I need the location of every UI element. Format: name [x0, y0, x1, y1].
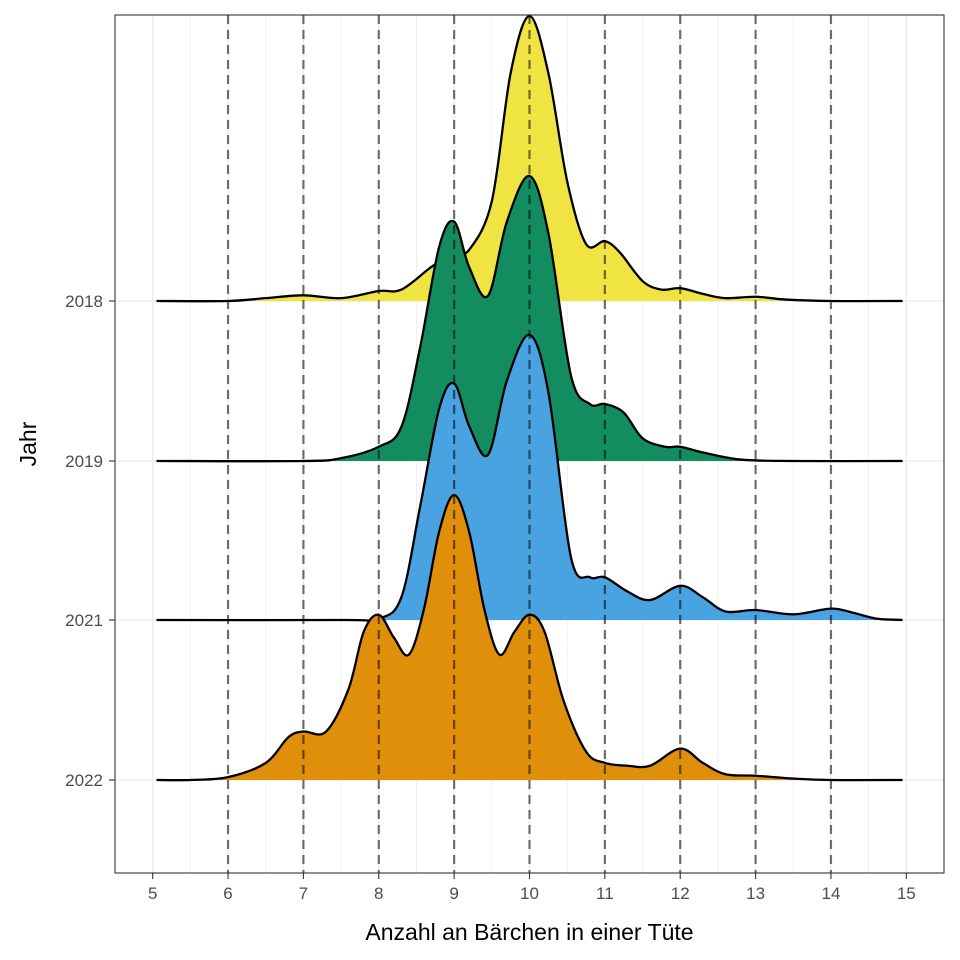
x-tick-label-9: 9	[449, 884, 458, 903]
ridge-line-2018	[156, 14, 903, 303]
x-tick-label-11: 11	[596, 884, 614, 903]
x-tick-label-8: 8	[374, 884, 383, 903]
ridge-2021	[156, 333, 903, 622]
x-tick-label-12: 12	[671, 884, 690, 903]
ridge-line-2022	[156, 493, 903, 782]
ridge-line-2021	[156, 333, 903, 622]
y-axis-title: Jahr	[15, 421, 41, 466]
y-tick-label-2018: 2018	[65, 292, 103, 311]
y-tick-label-2022: 2022	[65, 771, 103, 790]
x-axis-title: Anzahl an Bärchen in einer Tüte	[365, 919, 693, 945]
y-tick-label-2019: 2019	[65, 452, 103, 471]
ridge-line-2019	[156, 174, 903, 463]
y-tick-label-2021: 2021	[65, 611, 103, 630]
x-tick-label-13: 13	[746, 884, 765, 903]
x-axis: 5 6 7 8 9 10 11 12 13 14 15	[148, 873, 916, 903]
x-tick-label-6: 6	[223, 884, 232, 903]
x-tick-label-5: 5	[148, 884, 157, 903]
y-axis: 2018 2019 2021 2022	[65, 292, 115, 790]
x-tick-label-15: 15	[897, 884, 916, 903]
x-tick-label-7: 7	[299, 884, 308, 903]
x-tick-label-14: 14	[821, 884, 840, 903]
ridge-fill-2021	[156, 334, 903, 621]
x-tick-label-10: 10	[520, 884, 539, 903]
reference-lines	[226, 15, 833, 873]
